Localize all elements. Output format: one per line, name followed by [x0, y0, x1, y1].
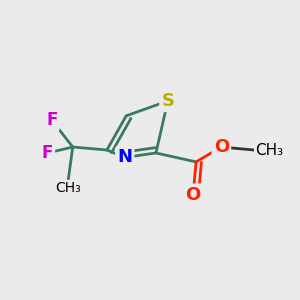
Text: CH₃: CH₃ [256, 142, 284, 158]
Text: F: F [46, 111, 58, 129]
Text: O: O [185, 186, 201, 204]
Text: S: S [161, 92, 174, 110]
Text: CH₃: CH₃ [56, 181, 81, 195]
Text: F: F [42, 144, 53, 162]
Text: O: O [214, 138, 229, 156]
Text: N: N [117, 148, 132, 166]
